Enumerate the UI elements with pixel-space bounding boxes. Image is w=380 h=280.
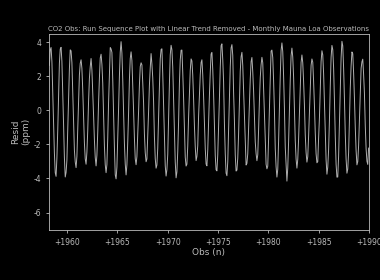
Title: CO2 Obs: Run Sequence Plot with Linear Trend Removed - Monthly Mauna Loa Observa: CO2 Obs: Run Sequence Plot with Linear T… [49,26,369,32]
Y-axis label: Resid
(ppm): Resid (ppm) [11,118,31,145]
X-axis label: Obs (n): Obs (n) [193,248,225,257]
